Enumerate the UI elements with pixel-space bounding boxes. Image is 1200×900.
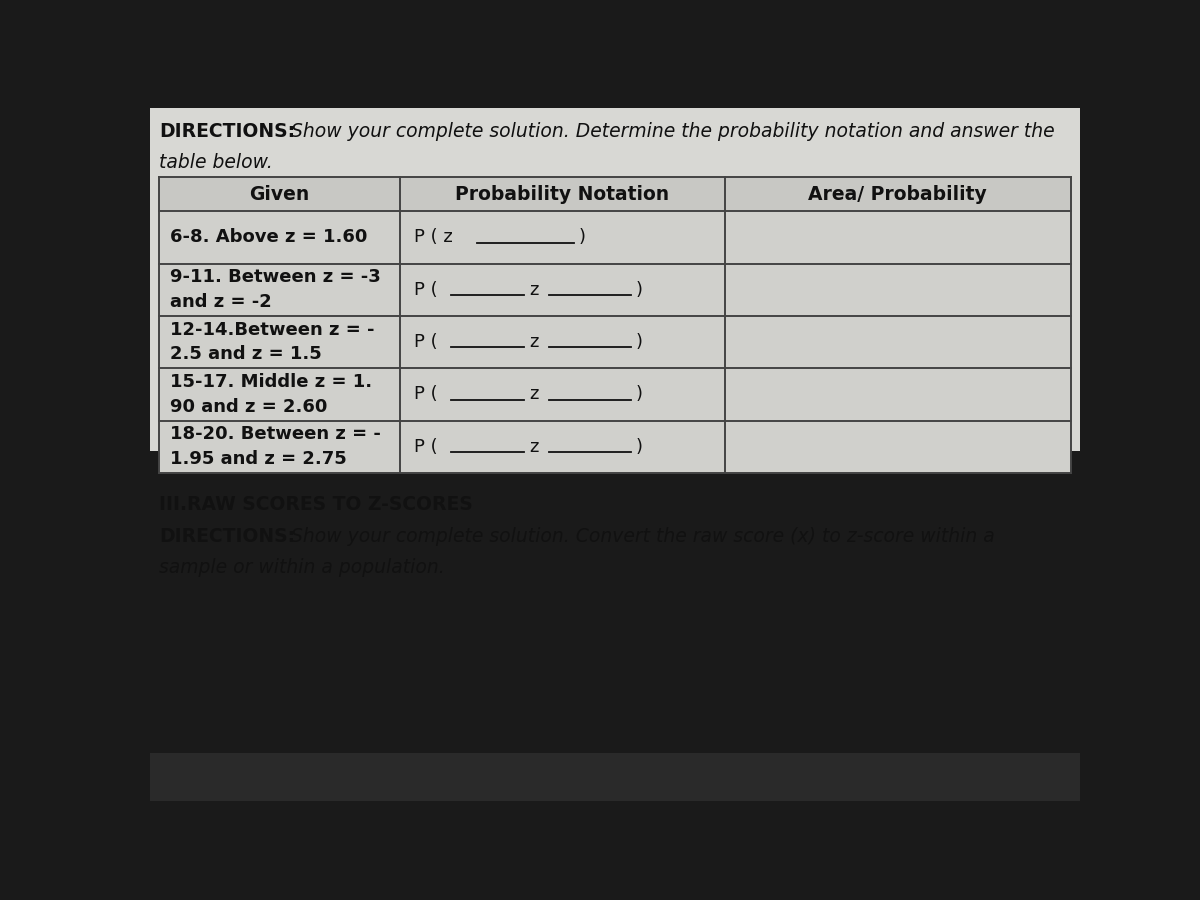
Bar [160, 368, 1070, 420]
Bar [160, 264, 1070, 316]
Bar [160, 177, 1070, 212]
Text: z: z [529, 385, 539, 403]
Text: III.RAW SCORES TO Z-SCORES: III.RAW SCORES TO Z-SCORES [160, 494, 473, 514]
Text: P (: P ( [414, 385, 437, 403]
Text: Probability Notation: Probability Notation [455, 184, 670, 203]
Text: z: z [529, 437, 539, 455]
Bar [150, 753, 1080, 801]
Text: 15-17. Middle z = 1.: 15-17. Middle z = 1. [170, 374, 372, 392]
Text: Area/ Probability: Area/ Probability [809, 184, 988, 203]
Text: ): ) [635, 281, 642, 299]
Text: P (: P ( [414, 281, 437, 299]
Text: 1.95 and z = 2.75: 1.95 and z = 2.75 [170, 450, 347, 468]
Text: sample or within a population.: sample or within a population. [160, 558, 445, 577]
Text: Show your complete solution. Determine the probability notation and answer the: Show your complete solution. Determine t… [284, 122, 1055, 141]
Bar [150, 108, 1080, 451]
Text: Given: Given [250, 184, 310, 203]
Text: ): ) [635, 437, 642, 455]
Text: and z = -2: and z = -2 [170, 293, 272, 311]
Text: 12-14.Between z = -: 12-14.Between z = - [170, 320, 374, 338]
Text: P (: P ( [414, 333, 437, 351]
Bar [160, 316, 1070, 368]
Text: P ( z: P ( z [414, 229, 452, 247]
Text: ): ) [635, 333, 642, 351]
Text: z: z [529, 333, 539, 351]
Text: ): ) [635, 385, 642, 403]
Text: DIRECTIONS:: DIRECTIONS: [160, 526, 295, 546]
Text: 2.5 and z = 1.5: 2.5 and z = 1.5 [170, 346, 322, 364]
Bar [160, 212, 1070, 264]
Text: table below.: table below. [160, 153, 274, 172]
Text: ): ) [578, 229, 586, 247]
Text: DIRECTIONS:: DIRECTIONS: [160, 122, 295, 141]
Text: P (: P ( [414, 437, 437, 455]
Text: Show your complete solution. Convert the raw score (x) to z-score within a: Show your complete solution. Convert the… [284, 526, 995, 546]
Text: 90 and z = 2.60: 90 and z = 2.60 [170, 398, 328, 416]
Text: 6-8. Above z = 1.60: 6-8. Above z = 1.60 [170, 229, 367, 247]
Text: 9-11. Between z = -3: 9-11. Between z = -3 [170, 268, 380, 286]
Text: z: z [529, 281, 539, 299]
Text: 18-20. Between z = -: 18-20. Between z = - [170, 426, 382, 444]
Bar [160, 420, 1070, 473]
